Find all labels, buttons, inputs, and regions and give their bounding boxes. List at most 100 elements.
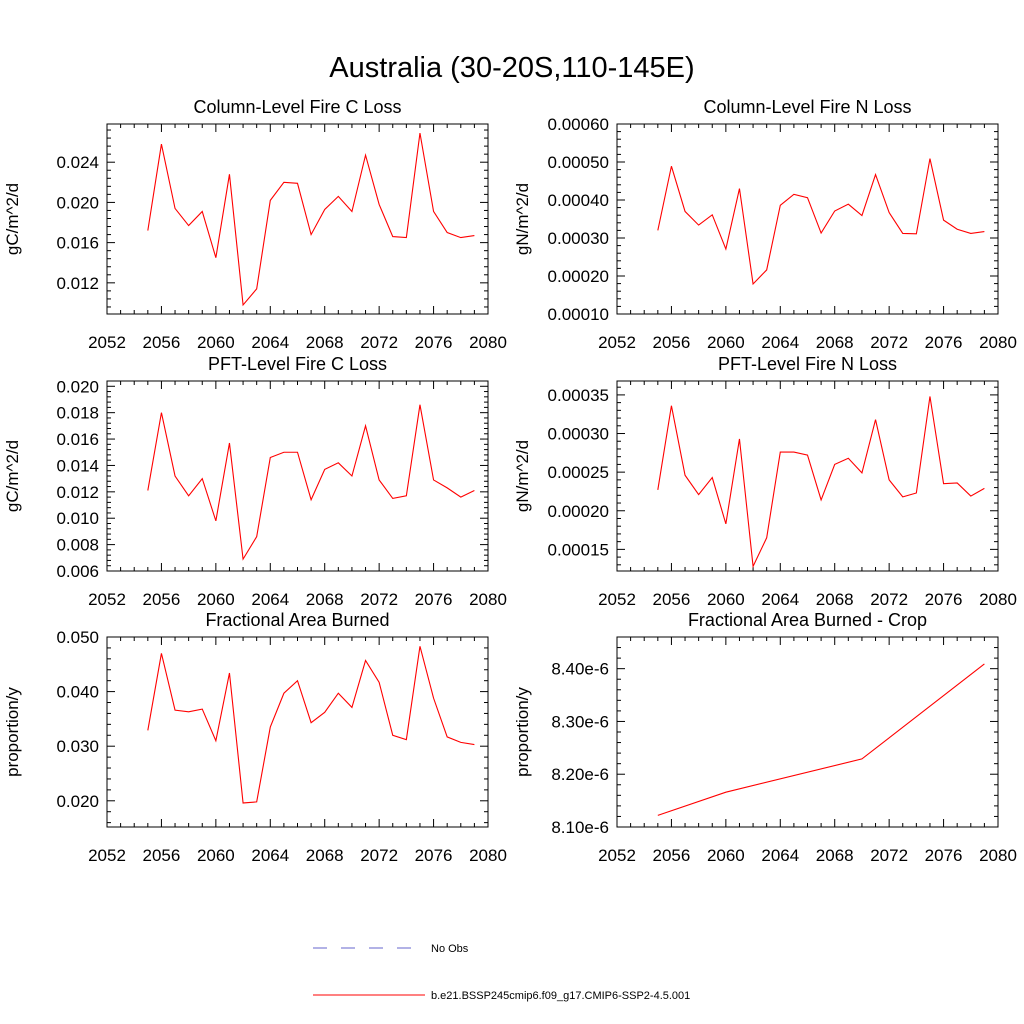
y-tick-label: 0.018 bbox=[56, 404, 99, 423]
x-tick-label: 2080 bbox=[979, 333, 1017, 352]
x-tick-label: 2052 bbox=[88, 333, 126, 352]
x-tick-label: 2080 bbox=[469, 846, 507, 865]
panel-title: Column-Level Fire N Loss bbox=[703, 97, 911, 117]
x-tick-label: 2080 bbox=[979, 846, 1017, 865]
x-tick-label: 2056 bbox=[143, 590, 181, 609]
x-tick-label: 2060 bbox=[707, 333, 745, 352]
chart-panel: Column-Level Fire C Loss 2052 2056 2060 2064… bbox=[3, 97, 507, 352]
plot-frame bbox=[106, 123, 489, 315]
series-line bbox=[657, 158, 985, 286]
x-tick-label: 2068 bbox=[816, 590, 854, 609]
x-tick-label: 2064 bbox=[761, 590, 799, 609]
series-line bbox=[147, 132, 475, 307]
chart-panel: Column-Level Fire N Loss 2052 2056 2060 2064… bbox=[513, 97, 1017, 352]
x-tick-label: 2068 bbox=[306, 333, 344, 352]
y-tick-label: 0.016 bbox=[56, 234, 99, 253]
y-tick-label: 0.00060 bbox=[548, 115, 609, 134]
y-tick-label: 0.00050 bbox=[548, 153, 609, 172]
y-tick-label: 0.016 bbox=[56, 430, 99, 449]
x-tick-label: 2052 bbox=[88, 590, 126, 609]
x-tick-label: 2052 bbox=[598, 590, 636, 609]
x-tick-label: 2072 bbox=[360, 590, 398, 609]
y-tick-label: 0.030 bbox=[56, 737, 99, 756]
x-tick-label: 2080 bbox=[979, 590, 1017, 609]
chart-panel: PFT-Level Fire N Loss 2052 2056 2060 2064 206… bbox=[513, 354, 1017, 609]
series-line bbox=[147, 404, 475, 561]
panel-title: Column-Level Fire C Loss bbox=[193, 97, 401, 117]
x-tick-label: 2056 bbox=[653, 333, 691, 352]
y-tick-label: 0.00015 bbox=[548, 540, 609, 559]
x-tick-label: 2080 bbox=[469, 333, 507, 352]
x-tick-label: 2076 bbox=[925, 846, 963, 865]
series-line bbox=[657, 663, 985, 816]
plot-frame bbox=[106, 380, 489, 572]
x-tick-label: 2056 bbox=[653, 846, 691, 865]
x-tick-label: 2060 bbox=[707, 846, 745, 865]
x-tick-label: 2060 bbox=[197, 590, 235, 609]
x-tick-label: 2076 bbox=[925, 333, 963, 352]
y-tick-label: 0.020 bbox=[56, 377, 99, 396]
plot-frame bbox=[616, 123, 999, 315]
x-tick-label: 2072 bbox=[870, 846, 908, 865]
y-tick-label: 0.010 bbox=[56, 509, 99, 528]
x-tick-label: 2064 bbox=[761, 846, 799, 865]
chart-panel: Fractional Area Burned - Crop 2052 2056 206… bbox=[513, 610, 1017, 865]
y-tick-label: 0.006 bbox=[56, 562, 99, 581]
x-tick-label: 2080 bbox=[469, 590, 507, 609]
y-tick-label: 0.00025 bbox=[548, 463, 609, 482]
y-axis-label: gC/m^2/d bbox=[3, 440, 22, 512]
x-tick-label: 2056 bbox=[143, 846, 181, 865]
x-tick-label: 2052 bbox=[88, 846, 126, 865]
x-tick-label: 2076 bbox=[925, 590, 963, 609]
x-tick-label: 2068 bbox=[306, 590, 344, 609]
y-tick-label: 0.012 bbox=[56, 483, 99, 502]
chart-panel: PFT-Level Fire C Loss 2052 2056 2060 2064 206… bbox=[3, 354, 507, 609]
x-tick-label: 2072 bbox=[870, 333, 908, 352]
figure-title: Australia (30-20S,110-145E) bbox=[329, 52, 694, 84]
panel-title: PFT-Level Fire C Loss bbox=[208, 354, 387, 374]
x-tick-label: 2056 bbox=[143, 333, 181, 352]
x-tick-label: 2064 bbox=[761, 333, 799, 352]
y-tick-label: 0.014 bbox=[56, 456, 99, 475]
x-tick-label: 2060 bbox=[197, 846, 235, 865]
legend-label: No Obs bbox=[431, 943, 469, 955]
y-tick-label: 0.040 bbox=[56, 683, 99, 702]
x-tick-label: 2052 bbox=[598, 333, 636, 352]
x-tick-label: 2060 bbox=[197, 333, 235, 352]
panel-title: Fractional Area Burned bbox=[205, 610, 389, 630]
y-axis-label: gN/m^2/d bbox=[513, 183, 532, 255]
y-tick-label: 0.020 bbox=[56, 193, 99, 212]
y-tick-label: 0.00020 bbox=[548, 502, 609, 521]
y-tick-label: 0.00030 bbox=[548, 229, 609, 248]
y-tick-label: 8.40e-6 bbox=[551, 660, 609, 679]
panel-title: PFT-Level Fire N Loss bbox=[718, 354, 897, 374]
x-tick-label: 2068 bbox=[816, 846, 854, 865]
y-tick-label: 0.050 bbox=[56, 628, 99, 647]
chart-panel: Fractional Area Burned 2052 2056 2060 2064 20… bbox=[3, 610, 507, 865]
x-tick-label: 2064 bbox=[251, 590, 289, 609]
y-axis-label: proportion/y bbox=[513, 687, 532, 777]
x-tick-label: 2064 bbox=[251, 846, 289, 865]
series-line bbox=[657, 396, 985, 569]
legend-label: b.e21.BSSP245cmip6.f09_g17.CMIP6-SSP2-4.… bbox=[431, 990, 690, 1002]
plot-frame bbox=[616, 636, 999, 828]
x-tick-label: 2052 bbox=[598, 846, 636, 865]
y-tick-label: 8.10e-6 bbox=[551, 818, 609, 837]
legend: No Obs b.e21.BSSP245cmip6.f09_g17.CMIP6-S… bbox=[313, 943, 690, 1002]
y-tick-label: 0.00040 bbox=[548, 191, 609, 210]
y-tick-label: 0.012 bbox=[56, 274, 99, 293]
y-tick-label: 0.020 bbox=[56, 792, 99, 811]
x-tick-label: 2068 bbox=[816, 333, 854, 352]
x-tick-label: 2056 bbox=[653, 590, 691, 609]
x-tick-label: 2072 bbox=[870, 590, 908, 609]
y-axis-label: gN/m^2/d bbox=[513, 440, 532, 512]
y-tick-label: 0.024 bbox=[56, 153, 99, 172]
y-tick-label: 0.00035 bbox=[548, 386, 609, 405]
panel-title: Fractional Area Burned - Crop bbox=[688, 610, 927, 630]
y-axis-label: gC/m^2/d bbox=[3, 183, 22, 255]
x-tick-label: 2064 bbox=[251, 333, 289, 352]
x-tick-label: 2060 bbox=[707, 590, 745, 609]
series-line bbox=[147, 646, 475, 804]
panels: Column-Level Fire C Loss 2052 2056 2060 2064… bbox=[3, 97, 1017, 865]
